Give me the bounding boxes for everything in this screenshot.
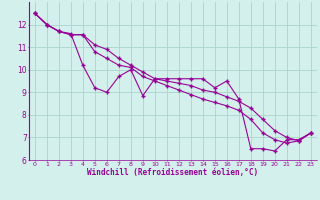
X-axis label: Windchill (Refroidissement éolien,°C): Windchill (Refroidissement éolien,°C)	[87, 168, 258, 177]
